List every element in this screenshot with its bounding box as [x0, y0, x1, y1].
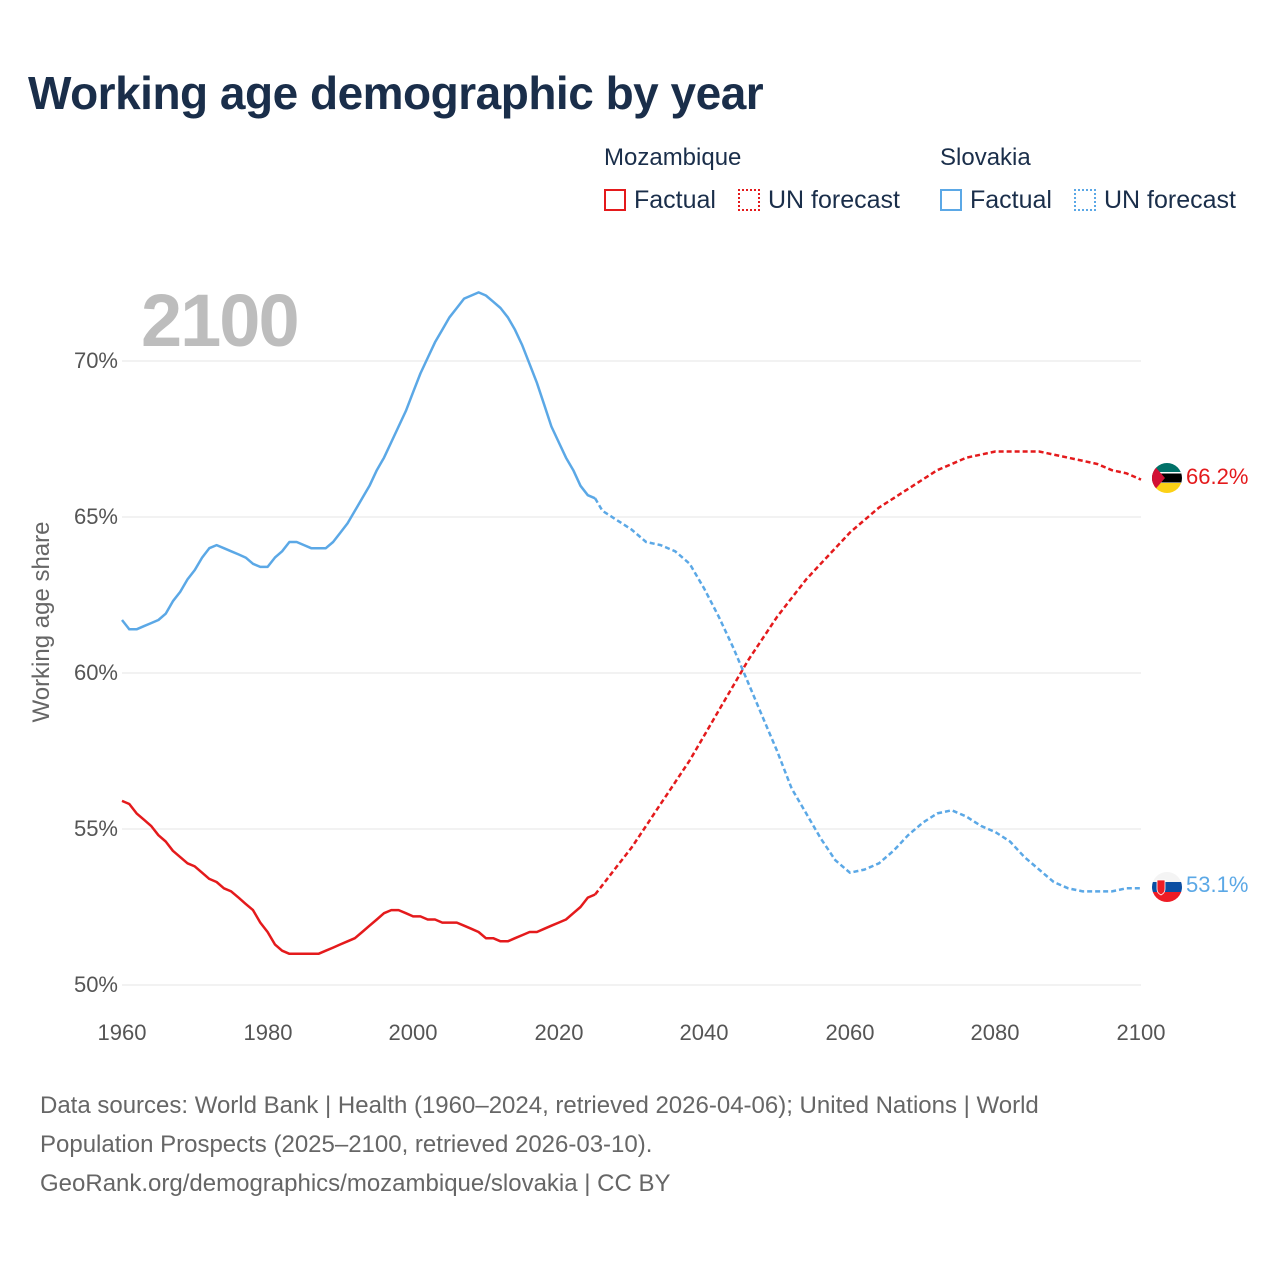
x-tick-2060: 2060	[825, 1020, 875, 1045]
y-tick-55: 55%	[73, 816, 118, 841]
gridlines	[122, 360, 1141, 986]
source-line-3: GeoRank.org/demographics/mozambique/slov…	[40, 1170, 671, 1197]
legend-label: Factual	[970, 185, 1052, 214]
x-tick-2020: 2020	[534, 1020, 584, 1045]
y-tick-65: 65%	[73, 504, 118, 529]
legend-label: UN forecast	[1104, 185, 1236, 214]
legend-group-mozambique: Mozambique	[604, 144, 742, 171]
source-line-1: Data sources: World Bank | Health (1960–…	[40, 1092, 1039, 1119]
slovakia-forecast-line[interactable]	[594, 497, 1141, 893]
legend-swatch-solid	[604, 189, 626, 211]
source-line-2: Population Prospects (2025–2100, retriev…	[40, 1131, 653, 1158]
legend-slovakia-forecast[interactable]: UN forecast	[1074, 186, 1236, 214]
x-tick-1980: 1980	[243, 1020, 293, 1045]
x-tick-2040: 2040	[679, 1020, 729, 1045]
mozambique-factual-line[interactable]	[121, 799, 596, 956]
y-tick-70: 70%	[73, 348, 118, 373]
legend-swatch-dotted	[738, 189, 760, 211]
y-tick-50: 50%	[73, 972, 118, 997]
y-axis-label: Working age share	[28, 521, 55, 723]
legend-mozambique-forecast[interactable]: UN forecast	[738, 186, 900, 214]
legend-mozambique-factual[interactable]: Factual	[604, 186, 716, 214]
slovakia-end-label: 53.1%	[1186, 872, 1249, 897]
legend-swatch-solid	[940, 189, 962, 211]
x-tick-2080: 2080	[970, 1020, 1020, 1045]
slovakia-flag-icon	[1152, 872, 1182, 902]
y-tick-60: 60%	[73, 660, 118, 685]
series-lines	[121, 291, 1142, 956]
year-display: 2100	[141, 279, 300, 362]
legend-slovakia-factual[interactable]: Factual	[940, 186, 1052, 214]
legend-group-slovakia: Slovakia	[940, 144, 1031, 171]
x-tick-2000: 2000	[388, 1020, 438, 1045]
source-note: Data sources: World Bank | Health (1960–…	[40, 1086, 1220, 1203]
slovakia-factual-line[interactable]	[121, 291, 596, 631]
mozambique-flag-icon	[1152, 463, 1182, 493]
chart-title: Working age demographic by year	[28, 67, 764, 119]
legend-swatch-dotted	[1074, 189, 1096, 211]
legend-label: UN forecast	[768, 185, 900, 214]
x-tick-1960: 1960	[97, 1020, 147, 1045]
x-tick-2100: 2100	[1116, 1020, 1166, 1045]
mozambique-forecast-line[interactable]	[594, 450, 1142, 896]
legend-label: Factual	[634, 185, 716, 214]
mozambique-end-label: 66.2%	[1186, 464, 1249, 489]
